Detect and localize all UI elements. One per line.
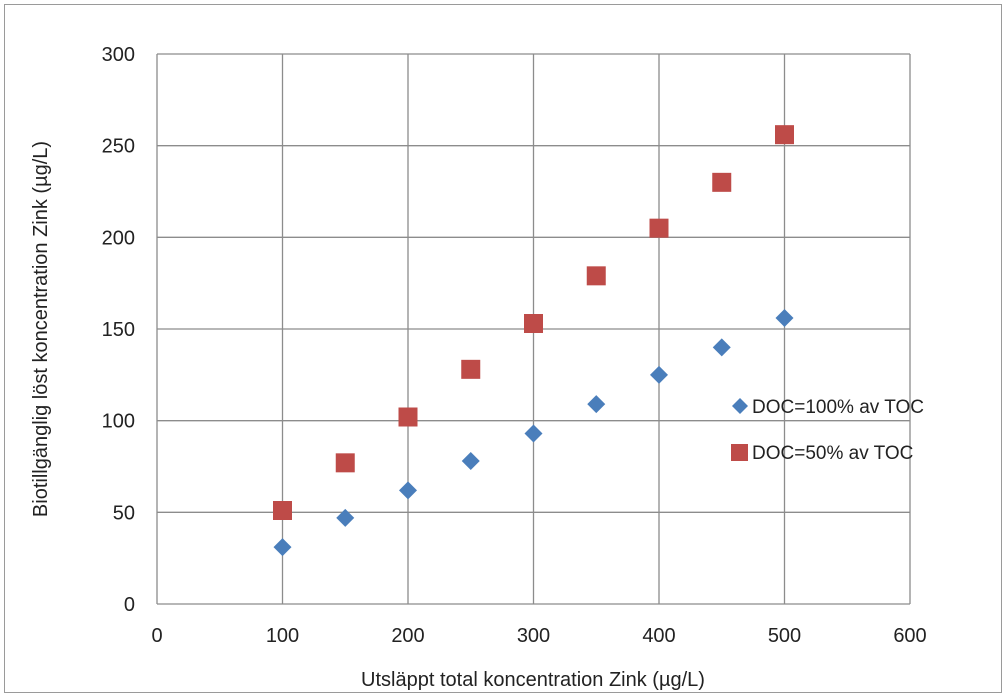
- series-0-point-150: [336, 508, 355, 527]
- x-tick-label-300: 300: [517, 625, 550, 647]
- series-1-point-100: [273, 501, 292, 520]
- legend-item-doc-50: DOC=50% av TOC: [731, 443, 913, 464]
- chart-frame: [4, 4, 1002, 693]
- legend-label-doc-100: DOC=100% av TOC: [752, 397, 924, 418]
- y-tick-label-200: 200: [102, 227, 135, 249]
- series-1-point-150: [335, 453, 355, 473]
- tick-labels: 0 50 100 150 200 250 300 0 100 200 300 400 500 600: [102, 44, 927, 647]
- series-1-point-200: [398, 407, 418, 427]
- x-tick-label-500: 500: [768, 625, 801, 647]
- series-0-point-400: [650, 365, 668, 384]
- legend-square-marker: [731, 444, 748, 461]
- series-1-point-450: [712, 172, 732, 192]
- series-0-point-100: [273, 538, 292, 557]
- x-tick-label-0: 0: [151, 625, 162, 647]
- series-0-point-450: [712, 338, 731, 357]
- y-tick-label-100: 100: [102, 411, 135, 433]
- series-0-point-300: [524, 424, 543, 443]
- legend: DOC=100% av TOC DOC=50% av TOC: [731, 397, 924, 464]
- series-0-point-250: [461, 452, 480, 470]
- series-1-point-400: [649, 218, 669, 238]
- y-tick-label-50: 50: [113, 502, 135, 524]
- x-tick-label-400: 400: [642, 625, 675, 647]
- x-tick-label-200: 200: [391, 625, 424, 647]
- series-1-point-250: [461, 359, 481, 379]
- y-axis-label: Biotillgänglig löst koncentration Zink (…: [30, 141, 52, 517]
- series-1-point-350: [586, 266, 606, 286]
- x-tick-label-600: 600: [893, 625, 926, 647]
- legend-diamond-marker: [732, 398, 748, 414]
- series-0-point-350: [587, 395, 606, 414]
- series-1-point-500: [775, 125, 794, 145]
- series-0-point-200: [399, 481, 417, 500]
- y-tick-label-150: 150: [102, 319, 135, 341]
- x-tick-label-100: 100: [266, 625, 299, 647]
- data-markers: [273, 125, 794, 557]
- y-tick-label-250: 250: [102, 136, 135, 158]
- legend-label-doc-50: DOC=50% av TOC: [752, 443, 913, 464]
- y-tick-label-300: 300: [102, 44, 135, 66]
- series-0-point-500: [775, 309, 794, 327]
- y-tick-label-0: 0: [124, 594, 135, 616]
- series-1-point-300: [524, 314, 543, 333]
- x-axis-label: Utsläppt total koncentration Zink (µg/L): [361, 669, 705, 691]
- legend-item-doc-100: DOC=100% av TOC: [732, 397, 924, 418]
